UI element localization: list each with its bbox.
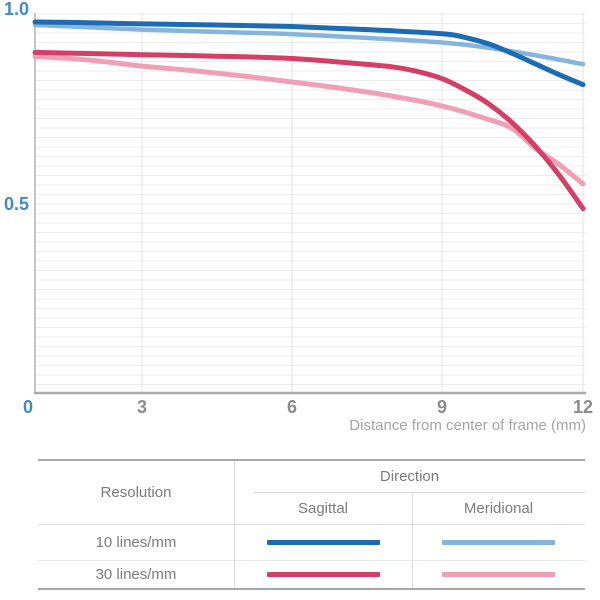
- direction-header: Direction: [379, 468, 440, 485]
- x-tick-label: 12: [573, 397, 593, 417]
- legend-row: [234, 560, 412, 588]
- x-axis-title: Distance from center of frame (mm): [349, 417, 586, 434]
- table-row-separator: [38, 560, 585, 561]
- legend-row: [234, 524, 412, 560]
- direction-underline: [254, 492, 585, 493]
- legend-row: [412, 560, 585, 588]
- series-line-1: [32, 19, 586, 88]
- y-tick-label: 0.5: [4, 194, 29, 214]
- sagittal-column-header: Sagittal: [297, 499, 349, 517]
- x-tick-label: 6: [287, 397, 297, 417]
- legend-swatch-30-sagittal: [266, 571, 380, 577]
- legend-swatch-30-meridional: [442, 571, 555, 577]
- table-header-separator: [38, 524, 585, 525]
- legend-swatch-10-sagittal: [266, 539, 380, 545]
- series-line-4: [32, 54, 586, 187]
- row-label-30-lines: 30 lines/mm: [95, 565, 177, 583]
- meridional-column-header: Meridional: [463, 499, 534, 517]
- x-tick-label: 0: [23, 397, 33, 417]
- table-vertical-divider-2: [412, 492, 413, 588]
- legend-table: Resolution Direction Sagittal Meridional…: [38, 459, 585, 590]
- x-tick-label: 9: [437, 397, 447, 417]
- series-line-3: [32, 49, 586, 212]
- resolution-header: Resolution: [100, 484, 172, 501]
- legend-row: [412, 524, 585, 560]
- x-tick-label: 3: [137, 397, 147, 417]
- legend-swatch-10-meridional: [442, 539, 555, 545]
- row-label-10-lines: 10 lines/mm: [95, 533, 177, 551]
- y-tick-label: 1.0: [4, 0, 29, 19]
